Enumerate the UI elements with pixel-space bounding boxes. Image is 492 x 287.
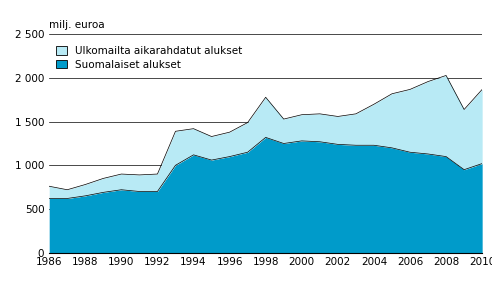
Text: milj. euroa: milj. euroa [49, 20, 105, 30]
Legend: Ulkomailta aikarahdatut alukset, Suomalaiset alukset: Ulkomailta aikarahdatut alukset, Suomala… [55, 44, 245, 72]
